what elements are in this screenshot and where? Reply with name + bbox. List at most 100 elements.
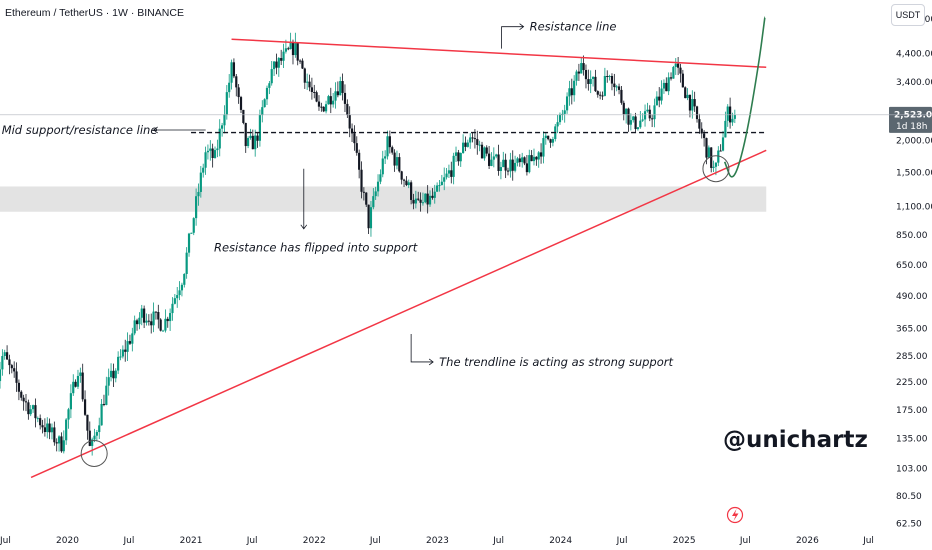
- x-tick-label: 2020: [56, 536, 79, 546]
- candle: [521, 157, 524, 163]
- candle: [712, 166, 715, 168]
- y-tick-label: 1,500.00: [896, 168, 932, 178]
- candle: [114, 370, 117, 379]
- candle: [98, 425, 101, 433]
- candle: [343, 92, 347, 104]
- candlestick-series: [0, 32, 736, 456]
- candle: [275, 61, 278, 68]
- candle: [497, 154, 500, 171]
- candle: [53, 427, 56, 443]
- candle: [334, 91, 337, 101]
- currency-selector[interactable]: USDT: [891, 4, 925, 26]
- candle: [610, 75, 614, 84]
- candle: [126, 341, 129, 352]
- candle: [133, 320, 136, 334]
- candle: [513, 162, 517, 171]
- candle: [580, 63, 583, 74]
- candle: [39, 418, 42, 426]
- candle: [150, 321, 153, 326]
- candle: [367, 204, 370, 229]
- candle: [639, 120, 642, 128]
- annotation-arrow: [153, 126, 206, 134]
- candle: [681, 73, 684, 88]
- candle: [698, 119, 701, 129]
- candle: [31, 405, 35, 410]
- candle: [348, 115, 351, 129]
- candle: [381, 158, 384, 175]
- candle: [230, 62, 233, 83]
- candle: [72, 381, 75, 394]
- candle: [313, 91, 316, 93]
- symbol-title[interactable]: Ethereum / TetherUS · 1W · BINANCE: [5, 7, 184, 19]
- candle: [573, 80, 576, 96]
- candle: [332, 100, 335, 105]
- candle: [254, 135, 257, 150]
- y-tick-label: 285.00: [896, 352, 928, 362]
- candle: [284, 48, 287, 52]
- candle: [549, 139, 552, 143]
- y-tick-label: 135.00: [896, 435, 928, 445]
- candle: [462, 142, 465, 153]
- candle: [386, 136, 389, 157]
- annotation-0: Resistance line: [501, 20, 616, 49]
- candle: [60, 436, 63, 452]
- logo-ring: [726, 506, 744, 524]
- candle: [119, 356, 122, 358]
- candle: [324, 104, 328, 112]
- candle: [265, 87, 269, 100]
- candle: [485, 147, 488, 154]
- candle: [707, 147, 710, 158]
- candle: [27, 402, 30, 415]
- candle: [556, 122, 559, 127]
- candle: [450, 170, 453, 177]
- candle: [662, 82, 666, 89]
- candle: [15, 371, 18, 383]
- x-tick-label: 2023: [426, 536, 449, 546]
- candle: [565, 96, 569, 111]
- candle: [166, 318, 169, 322]
- x-tick-label: 2026: [796, 536, 819, 546]
- candle: [407, 182, 410, 186]
- candle: [46, 423, 49, 433]
- candle: [81, 372, 84, 400]
- candle: [107, 377, 110, 386]
- candle: [315, 92, 318, 102]
- candle: [131, 333, 134, 344]
- candle: [532, 156, 536, 162]
- candle: [558, 114, 562, 123]
- y-tick-label: 225.00: [896, 378, 928, 388]
- candle: [86, 414, 89, 431]
- candle: [263, 99, 266, 108]
- candle: [495, 154, 498, 157]
- candle: [426, 193, 429, 205]
- candle: [322, 106, 325, 112]
- candle: [478, 144, 481, 146]
- candle: [143, 308, 146, 323]
- candle: [660, 88, 663, 101]
- candle: [362, 191, 365, 193]
- candle: [169, 313, 172, 322]
- price-badge-value: 2,523.08: [894, 110, 932, 120]
- candle: [679, 67, 682, 74]
- candle: [83, 399, 87, 415]
- candle: [20, 391, 23, 398]
- candle: [431, 195, 434, 198]
- candle: [615, 86, 618, 88]
- candle: [476, 139, 479, 145]
- candle: [282, 51, 285, 61]
- y-tick-label: 2,000.00: [896, 137, 932, 147]
- candle: [221, 125, 224, 129]
- annotation-2: Resistance has flipped into support: [214, 168, 418, 255]
- candle: [629, 120, 632, 125]
- candle: [195, 196, 198, 219]
- candle: [502, 159, 505, 168]
- candle: [620, 89, 623, 103]
- candle: [398, 157, 401, 172]
- candle: [710, 147, 713, 168]
- candle: [355, 143, 358, 153]
- candle: [228, 82, 231, 93]
- candle: [395, 157, 399, 166]
- price-badge-countdown: 1d 18h: [896, 122, 927, 132]
